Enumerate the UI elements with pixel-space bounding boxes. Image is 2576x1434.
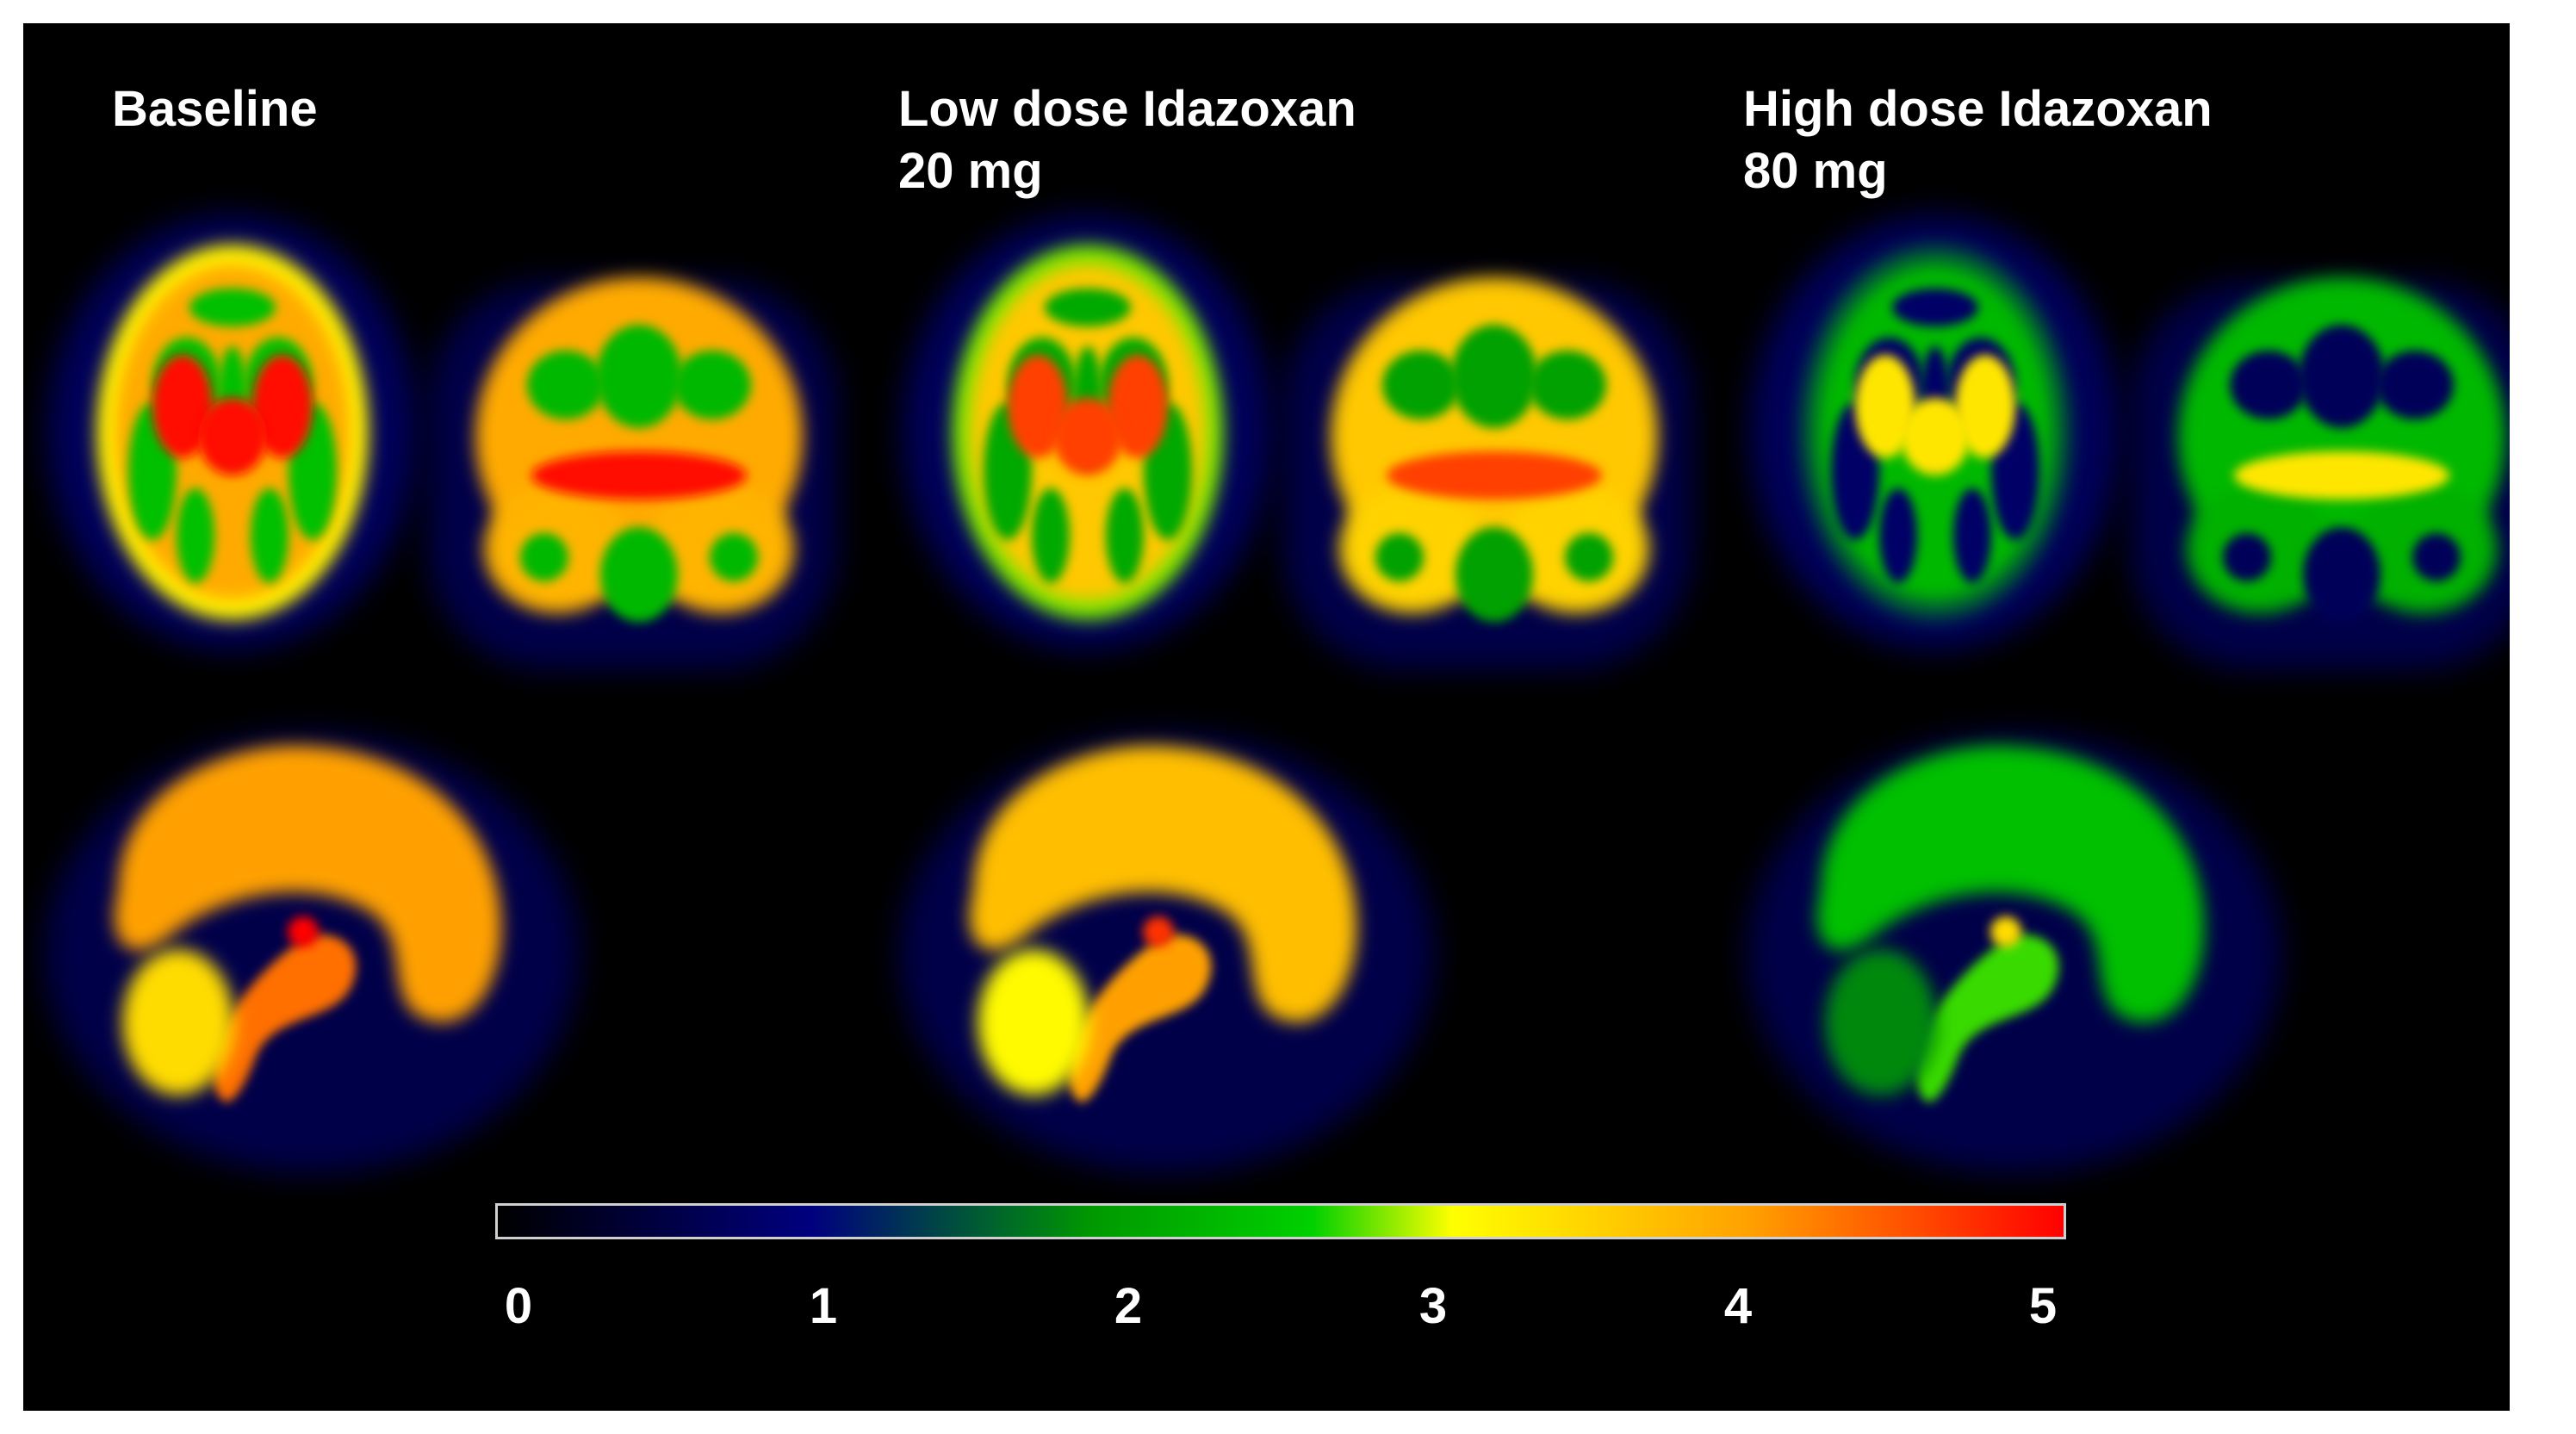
baseline-axial-slice — [47, 215, 418, 649]
low-scans — [900, 215, 1692, 1173]
colorbar-tick-label: 1 — [809, 1278, 838, 1334]
high-axial-slice — [1750, 215, 2120, 649]
colorbar-tick-label: 2 — [1114, 1278, 1143, 1334]
baseline-sagittal-slice — [45, 734, 579, 1173]
colorbar-tick-label: 4 — [1723, 1278, 1753, 1334]
low-dose-title-line-2: 20 mg — [898, 143, 1043, 199]
colorbar-tick-label: 0 — [504, 1278, 533, 1334]
colorbar-tick-label: 5 — [2028, 1278, 2058, 1334]
high-coronal-slice — [2131, 277, 2510, 669]
baseline-title: Baseline — [112, 78, 318, 140]
brain-scans — [45, 215, 2510, 1173]
baseline-scans — [45, 215, 837, 1173]
high-dose-title: High dose Idazoxan 80 mg — [1743, 78, 2213, 202]
high-dose-title-line-2: 80 mg — [1743, 143, 1888, 199]
low-axial-slice — [903, 215, 1273, 649]
high-scans — [1747, 215, 2510, 1173]
pet-figure: Baseline Low dose Idazoxan 20 mg High do… — [23, 23, 2510, 1411]
baseline-coronal-slice — [428, 277, 837, 669]
low-coronal-slice — [1283, 277, 1692, 669]
high-sagittal-slice — [1747, 734, 2281, 1173]
high-dose-title-line-1: High dose Idazoxan — [1743, 81, 2213, 137]
low-sagittal-slice — [900, 734, 1434, 1173]
low-dose-title: Low dose Idazoxan 20 mg — [898, 78, 1356, 202]
colorbar — [495, 1203, 2066, 1239]
baseline-title-line-1: Baseline — [112, 81, 318, 137]
low-dose-title-line-1: Low dose Idazoxan — [898, 81, 1356, 137]
colorbar-tick-label: 3 — [1418, 1278, 1448, 1334]
